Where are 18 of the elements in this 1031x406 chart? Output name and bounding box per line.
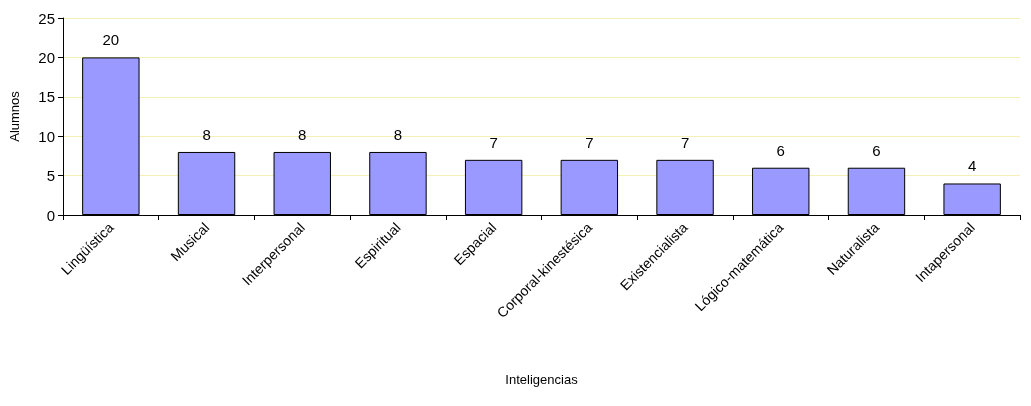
y-tick-label: 10 [38,127,55,145]
data-label: 7 [489,133,498,151]
y-tick-label: 5 [46,167,55,185]
data-label: 8 [393,125,403,143]
data-label: 20 [102,31,120,49]
y-tick-label: 25 [38,9,55,27]
data-label: 4 [967,157,977,175]
y-axis-title: Alumnos [7,90,22,142]
data-label: 8 [202,125,211,143]
data-label: 6 [776,141,785,159]
y-tick-label: 0 [46,206,55,224]
x-axis-title: Inteligencias [505,372,579,387]
data-label: 6 [872,141,881,159]
y-tick-label: 20 [38,48,55,66]
data-label: 7 [680,133,690,151]
data-label: 8 [298,125,307,143]
y-tick-label: 15 [38,88,55,106]
data-label: 7 [585,133,594,151]
